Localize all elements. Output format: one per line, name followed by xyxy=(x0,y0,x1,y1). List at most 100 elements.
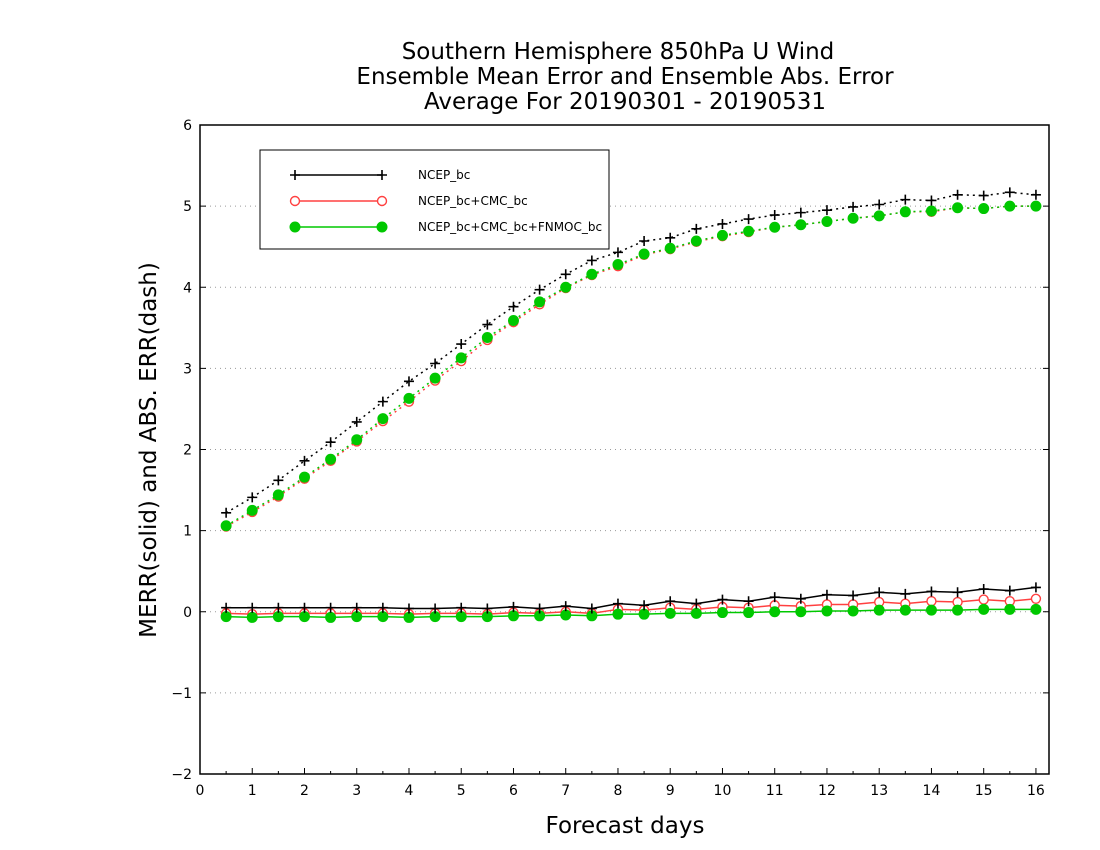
abs-err-point xyxy=(586,268,598,280)
merr-point xyxy=(743,596,754,607)
merr-point xyxy=(873,604,885,616)
abs-err-point xyxy=(900,194,911,205)
abs-err-point xyxy=(534,284,545,295)
abs-err-point xyxy=(351,416,362,427)
merr-point xyxy=(612,608,624,620)
abs-err-line xyxy=(225,205,1036,527)
y-tick-label: 2 xyxy=(183,443,192,459)
x-axis-ticks: 0 1 2 3 4 5 6 7 8 9 10 11 12 13 14 15 16 xyxy=(196,768,1045,799)
merr-point xyxy=(952,587,963,598)
merr-point xyxy=(900,588,911,599)
y-axis-ticks: −2 −1 0 1 2 3 4 5 6 xyxy=(171,118,1049,783)
x-tick-label: 5 xyxy=(457,783,466,799)
legend-marker xyxy=(289,195,301,207)
abs-err-point xyxy=(455,352,467,364)
merr-point xyxy=(612,598,623,609)
abs-err-point xyxy=(1004,187,1015,198)
abs-err-point xyxy=(586,255,597,266)
abs-err-point xyxy=(769,221,781,233)
abs-err-point xyxy=(978,190,989,201)
abs-err-point xyxy=(664,242,676,254)
legend-marker xyxy=(290,170,300,180)
abs-err-point xyxy=(377,413,389,425)
y-tick-label: −2 xyxy=(171,767,192,783)
abs-err-point xyxy=(978,203,990,215)
abs-err-point xyxy=(403,392,415,404)
merr-point xyxy=(743,607,755,619)
merr-point xyxy=(456,602,467,613)
abs-err-point xyxy=(690,235,702,247)
x-tick-label: 9 xyxy=(666,783,675,799)
abs-err-point xyxy=(273,475,284,486)
merr-point xyxy=(925,604,937,616)
legend-marker xyxy=(376,195,388,207)
merr-point xyxy=(508,601,519,612)
title-line-1: Southern Hemisphere 850hPa U Wind xyxy=(402,39,835,65)
merr-point xyxy=(874,587,885,598)
merr-point xyxy=(299,602,310,613)
series-NCEP_bc xyxy=(221,187,1041,614)
merr-point xyxy=(847,605,859,617)
abs-err-point xyxy=(534,296,546,308)
merr-point xyxy=(848,590,859,601)
abs-err-point xyxy=(743,225,755,237)
abs-err-point xyxy=(430,358,441,369)
abs-err-point xyxy=(299,455,310,466)
abs-err-point xyxy=(481,332,493,344)
abs-err-line xyxy=(225,191,1037,514)
abs-err-point xyxy=(899,206,911,218)
legend-marker xyxy=(376,221,388,233)
x-tick-label: 2 xyxy=(300,783,309,799)
abs-err-point xyxy=(717,218,728,229)
legend-entries: NCEP_bc NCEP_bc+CMC_bc NCEP_bc+CMC_bc+FNMO… xyxy=(289,168,602,234)
series-layer xyxy=(220,187,1042,623)
abs-err-point xyxy=(847,212,859,224)
merr-point xyxy=(534,603,545,614)
title-line-2: Ensemble Mean Error and Ensemble Abs. Er… xyxy=(356,64,894,90)
merr-point xyxy=(455,611,467,623)
abs-err-point xyxy=(716,229,728,241)
abs-err-point xyxy=(456,339,467,350)
legend-marker xyxy=(377,170,387,180)
abs-err-point xyxy=(560,281,572,293)
abs-err-point xyxy=(298,471,310,483)
y-tick-label: 5 xyxy=(183,199,192,215)
merr-point xyxy=(220,611,232,623)
legend-label: NCEP_bc+CMC_bc+FNMOC_bc xyxy=(418,220,602,234)
legend-entry: NCEP_bc+CMC_bc+FNMOC_bc xyxy=(289,220,602,234)
abs-err-point xyxy=(429,372,441,384)
abs-err-point xyxy=(612,259,624,271)
abs-err-point xyxy=(691,223,702,234)
merr-point xyxy=(403,611,415,623)
abs-err-point xyxy=(952,202,964,214)
merr-point xyxy=(482,603,493,614)
chart-title: Southern Hemisphere 850hPa U Wind Ensemb… xyxy=(356,39,894,115)
abs-err-point xyxy=(639,236,650,247)
legend-label: NCEP_bc xyxy=(418,168,470,182)
x-tick-label: 10 xyxy=(714,783,732,799)
merr-point xyxy=(403,603,414,614)
merr-point xyxy=(639,600,650,611)
merr-point xyxy=(952,604,964,616)
abs-err-point xyxy=(821,216,833,228)
abs-err-point xyxy=(848,201,859,212)
abs-err-point xyxy=(482,319,493,330)
x-tick-label: 8 xyxy=(614,783,623,799)
merr-point xyxy=(665,596,676,607)
y-tick-label: −1 xyxy=(171,686,192,702)
abs-err-point xyxy=(638,248,650,260)
x-tick-label: 0 xyxy=(196,783,205,799)
merr-point xyxy=(246,611,258,623)
abs-err-point xyxy=(507,315,519,327)
abs-err-line xyxy=(225,205,1036,528)
abs-err-point xyxy=(220,520,232,532)
merr-point xyxy=(690,607,702,619)
merr-point xyxy=(691,598,702,609)
x-tick-label: 6 xyxy=(509,783,518,799)
merr-point xyxy=(1030,582,1041,593)
x-tick-label: 12 xyxy=(818,783,836,799)
merr-line xyxy=(226,598,1037,615)
y-axis-label: MERR(solid) and ABS. ERR(dash) xyxy=(136,262,162,638)
abs-err-point xyxy=(508,301,519,312)
